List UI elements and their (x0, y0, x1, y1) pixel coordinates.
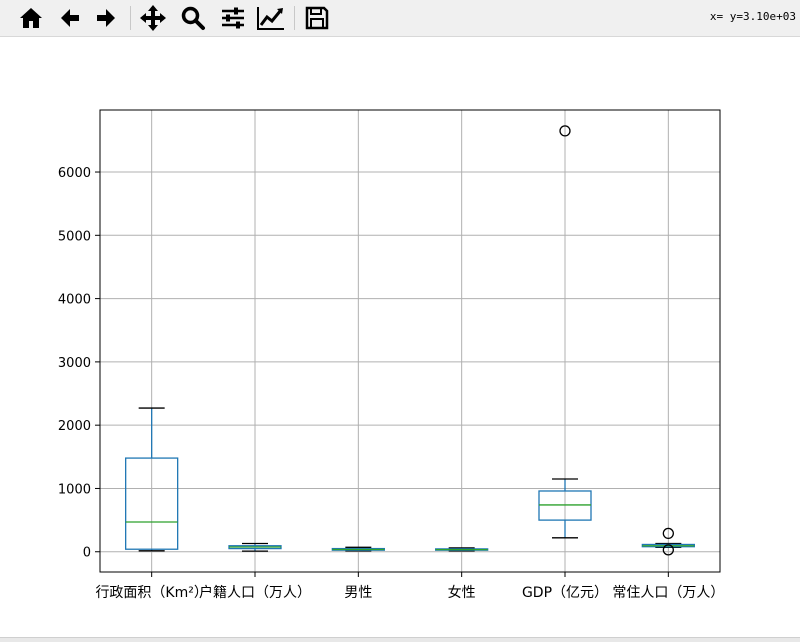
back-button[interactable] (54, 3, 84, 33)
outlier-point (662, 527, 674, 540)
y-tick-label: 3000 (58, 356, 91, 371)
x-tick-label: 户籍人口（万人） (199, 584, 311, 601)
box-plot-chart: 0 1000 2000 3000 4000 5000 6000 行政面积（Km²）户籍人口（万… (58, 109, 724, 601)
line-chart-icon (257, 7, 284, 30)
pan-button[interactable] (138, 3, 168, 33)
arrow-right-icon (97, 9, 115, 27)
save-button[interactable] (302, 3, 332, 33)
arrow-left-icon (61, 9, 79, 27)
x-tick-label: 常住人口（万人） (612, 585, 724, 601)
x-tick-label: 男性 (344, 585, 372, 601)
outlier-point (662, 544, 674, 556)
y-tick-label: 0 (83, 546, 91, 561)
axes-frame (99, 109, 721, 573)
home-icon (20, 8, 42, 28)
outlier-point (559, 125, 571, 137)
x-tick-label: 女性 (448, 584, 476, 601)
x-tick-label: GDP（亿元） (522, 585, 608, 601)
y-tick-label: 6000 (58, 166, 91, 181)
y-tick-label: 4000 (58, 293, 91, 308)
y-tick-label: 1000 (58, 482, 91, 497)
coordinates-readout: x= y=3.10e+03 (709, 10, 796, 23)
forward-button[interactable] (92, 3, 122, 33)
x-tick-label: 行政面积（Km²） (95, 585, 207, 601)
toolbar-separator (130, 6, 131, 30)
sliders-icon (222, 7, 244, 29)
edit-axis-button[interactable] (256, 3, 286, 33)
zoom-button[interactable] (178, 3, 208, 33)
y-tick-label: 2000 (58, 419, 91, 434)
toolbar: x= y=3.10e+03 (0, 0, 800, 37)
toolbar-separator (294, 6, 295, 30)
move-icon (140, 5, 166, 31)
floppy-disk-icon (305, 6, 329, 30)
plot-area (100, 110, 720, 572)
status-bar (0, 637, 800, 642)
box (125, 457, 179, 550)
figure-canvas[interactable]: 0 1000 2000 3000 4000 5000 6000 行政面积（Km²） 户籍人口（万… (0, 37, 800, 637)
magnifier-icon (181, 6, 205, 30)
subplots-button[interactable] (218, 3, 248, 33)
y-tick-label: 5000 (58, 229, 91, 244)
home-button[interactable] (16, 3, 46, 33)
